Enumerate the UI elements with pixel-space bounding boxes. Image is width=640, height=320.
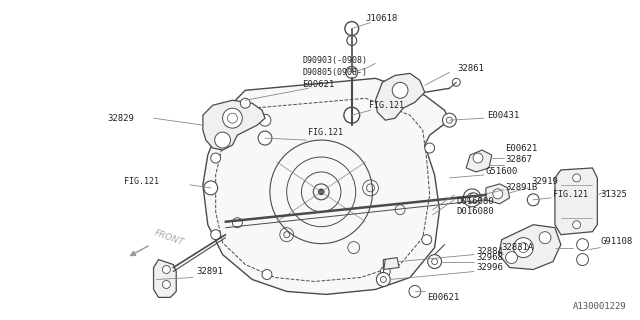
Text: 31325: 31325: [600, 190, 627, 199]
Circle shape: [223, 108, 243, 128]
Circle shape: [493, 189, 502, 199]
Circle shape: [463, 189, 481, 207]
Polygon shape: [154, 260, 176, 297]
Circle shape: [232, 218, 243, 228]
Polygon shape: [466, 150, 492, 172]
Circle shape: [347, 36, 356, 45]
Polygon shape: [555, 168, 597, 235]
Text: G51600: G51600: [486, 167, 518, 176]
Circle shape: [539, 232, 551, 244]
Circle shape: [577, 239, 588, 251]
Circle shape: [346, 67, 358, 78]
Text: 32884: 32884: [476, 247, 503, 256]
Text: D90903(-0908): D90903(-0908): [303, 56, 367, 65]
Text: 32968: 32968: [476, 253, 503, 262]
Circle shape: [318, 189, 324, 195]
Circle shape: [345, 22, 358, 36]
Circle shape: [473, 153, 483, 163]
Circle shape: [573, 221, 580, 229]
Text: 32829: 32829: [108, 114, 134, 123]
Text: FRONT: FRONT: [154, 228, 186, 247]
Circle shape: [344, 107, 360, 123]
Polygon shape: [376, 73, 425, 120]
Circle shape: [513, 238, 533, 258]
Text: 32919: 32919: [531, 177, 558, 187]
Text: E00431: E00431: [487, 111, 519, 120]
Circle shape: [409, 285, 421, 297]
Text: A130001229: A130001229: [573, 302, 627, 311]
Circle shape: [163, 266, 170, 274]
Circle shape: [506, 252, 518, 264]
Circle shape: [163, 280, 170, 288]
Text: 32891B: 32891B: [506, 183, 538, 192]
Text: 32831A: 32831A: [502, 243, 534, 252]
Polygon shape: [203, 100, 265, 150]
Text: D016080: D016080: [456, 197, 494, 206]
Circle shape: [204, 181, 218, 195]
Text: FIG.121: FIG.121: [553, 190, 588, 199]
Circle shape: [442, 113, 456, 127]
Text: FIG.121: FIG.121: [124, 177, 159, 187]
Circle shape: [422, 235, 431, 244]
Circle shape: [577, 253, 588, 266]
Text: E00621: E00621: [303, 80, 335, 89]
Circle shape: [380, 267, 390, 276]
Circle shape: [452, 78, 460, 86]
Text: G91108: G91108: [600, 237, 632, 246]
Circle shape: [376, 273, 390, 286]
Circle shape: [259, 114, 271, 126]
Circle shape: [258, 131, 272, 145]
Circle shape: [214, 132, 230, 148]
Text: FIG.121: FIG.121: [308, 128, 344, 137]
Text: FIG.121: FIG.121: [369, 101, 404, 110]
Circle shape: [428, 255, 442, 268]
Circle shape: [211, 230, 221, 240]
Circle shape: [469, 193, 479, 203]
Circle shape: [392, 82, 408, 98]
Circle shape: [262, 269, 272, 279]
Polygon shape: [203, 78, 449, 294]
Circle shape: [211, 153, 221, 163]
Text: E00621: E00621: [427, 293, 459, 302]
Text: 32867: 32867: [506, 156, 532, 164]
Polygon shape: [383, 258, 399, 269]
Text: J10618: J10618: [365, 14, 398, 23]
Circle shape: [527, 194, 539, 206]
Circle shape: [380, 103, 390, 113]
Polygon shape: [486, 184, 509, 204]
Text: 32891: 32891: [196, 267, 223, 276]
Text: D016080: D016080: [456, 207, 494, 216]
Text: D90805(0908-): D90805(0908-): [303, 68, 367, 77]
Circle shape: [425, 143, 435, 153]
Text: 32996: 32996: [476, 263, 503, 272]
Circle shape: [573, 174, 580, 182]
Text: E00621: E00621: [506, 144, 538, 153]
Polygon shape: [499, 225, 561, 269]
Text: 32861: 32861: [458, 64, 484, 73]
Circle shape: [241, 98, 250, 108]
